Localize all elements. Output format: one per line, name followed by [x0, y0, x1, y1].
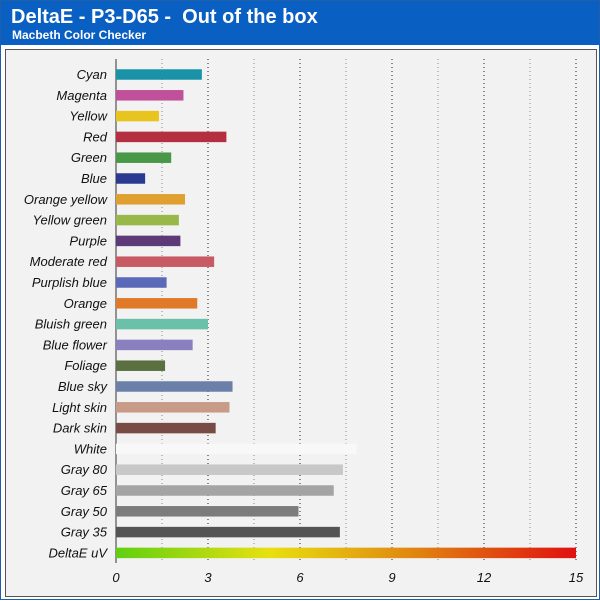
- x-tick-label: 6: [296, 570, 304, 585]
- category-label: Orange: [64, 296, 107, 311]
- category-label: Bluish green: [35, 317, 107, 332]
- category-label: Gray 80: [61, 462, 108, 477]
- bar: [116, 318, 208, 330]
- plot-panel: [5, 49, 597, 597]
- bar: [116, 90, 184, 101]
- category-label: Dark skin: [53, 421, 107, 436]
- x-tick-label: 9: [388, 570, 395, 585]
- x-tick-label: 15: [569, 570, 584, 585]
- category-label: Red: [83, 129, 108, 144]
- bar: [116, 526, 340, 538]
- bar: [116, 443, 357, 455]
- x-tick-label: 12: [477, 570, 492, 585]
- bar: [116, 69, 202, 80]
- bar: [116, 464, 343, 475]
- category-label: Orange yellow: [24, 192, 109, 207]
- bar: [116, 173, 146, 184]
- category-label: Moderate red: [30, 254, 108, 269]
- category-label: Cyan: [77, 67, 107, 82]
- x-tick-label: 3: [204, 570, 212, 585]
- bar: [116, 381, 233, 392]
- bar: [116, 360, 166, 371]
- chart-title: DeltaE - P3-D65 - Out of the box: [11, 6, 318, 28]
- bar: [116, 131, 227, 143]
- bar: [116, 422, 216, 434]
- bar: [116, 485, 334, 496]
- category-label: Blue flower: [43, 337, 108, 352]
- category-label: Light skin: [52, 400, 107, 415]
- category-label: Gray 65: [61, 483, 108, 498]
- bar: [116, 152, 172, 163]
- category-label: Yellow green: [33, 213, 107, 228]
- category-label: Foliage: [64, 358, 107, 373]
- category-label: Magenta: [56, 88, 107, 103]
- category-label: Green: [71, 150, 107, 165]
- bar: [116, 214, 179, 226]
- bar: [116, 277, 167, 288]
- category-label: Gray 35: [61, 525, 108, 540]
- chart-header: DeltaE - P3-D65 - Out of the box Macbeth…: [1, 1, 599, 45]
- category-label: Blue sky: [58, 379, 109, 394]
- category-label: Purplish blue: [32, 275, 107, 290]
- bar: [116, 402, 230, 413]
- category-label: Purple: [69, 233, 107, 248]
- category-label: DeltaE uV: [48, 545, 108, 560]
- bar: [116, 547, 576, 559]
- bar: [116, 298, 198, 309]
- category-label: Gray 50: [61, 504, 108, 519]
- bar: [116, 110, 159, 122]
- bar: [116, 194, 185, 205]
- bar: [116, 506, 299, 517]
- category-label: Blue: [81, 171, 107, 186]
- chart-subtitle: Macbeth Color Checker: [12, 28, 147, 42]
- category-label: White: [74, 441, 107, 456]
- bar: [116, 339, 193, 351]
- bar: [116, 235, 181, 247]
- x-tick-label: 0: [112, 570, 120, 585]
- bar: [116, 256, 215, 267]
- category-label: Yellow: [69, 109, 108, 124]
